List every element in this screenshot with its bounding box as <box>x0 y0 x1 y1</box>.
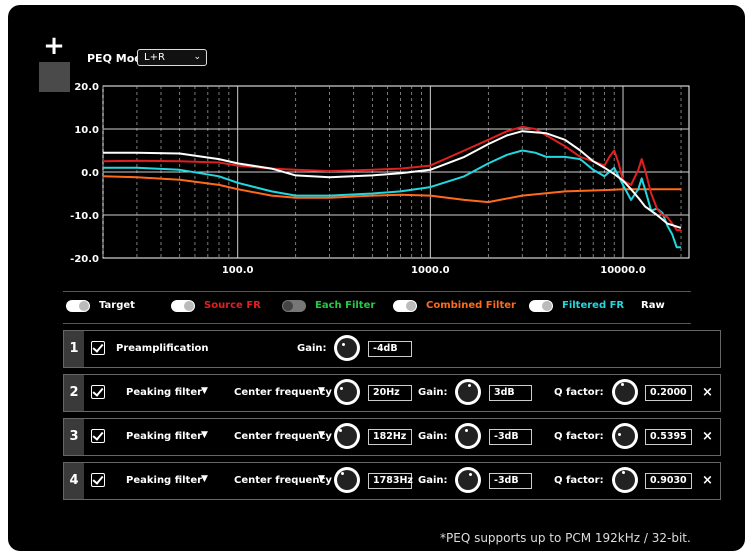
q-factor-input[interactable]: 0.9030 <box>645 473 692 489</box>
x-tick-label: 1000.0 <box>411 265 450 276</box>
series-filtered-fr <box>103 149 681 249</box>
legend-toggle[interactable] <box>282 300 306 312</box>
preset-slot[interactable] <box>39 62 70 92</box>
q-factor-label: Q factor: <box>554 475 604 486</box>
close-icon[interactable]: × <box>702 429 713 444</box>
y-tick-label: -10.0 <box>70 211 99 222</box>
chevron-down-icon[interactable]: ▼ <box>318 430 325 440</box>
close-icon[interactable]: × <box>702 385 713 400</box>
add-button[interactable]: + <box>43 31 65 61</box>
preamp-checkbox[interactable] <box>91 341 105 355</box>
frequency-knob[interactable] <box>334 467 360 493</box>
filter-row: 4 Peaking filter ▼ Center frequency ▼ 1783Hz G… <box>63 462 721 500</box>
center-frequency-label[interactable]: Center frequency <box>234 387 332 398</box>
filter-type-select[interactable]: Peaking filter <box>126 387 203 398</box>
q-factor-knob[interactable] <box>612 467 638 493</box>
y-tick-label: -20.0 <box>70 254 99 265</box>
gain-label: Gain: <box>418 387 448 398</box>
frequency-input[interactable]: 1783Hz <box>368 473 413 489</box>
center-frequency-label[interactable]: Center frequency <box>234 475 332 486</box>
close-icon[interactable]: × <box>702 473 713 488</box>
legend-label: Source FR <box>204 300 261 311</box>
y-tick-label: 20.0 <box>74 82 99 93</box>
series-combined-filter <box>102 175 681 204</box>
legend-toggle[interactable] <box>171 300 195 312</box>
filter-row: 2 Peaking filter ▼ Center frequency ▼ 20Hz Gai… <box>63 374 721 412</box>
gain-label: Gain: <box>418 475 448 486</box>
filter-type-select[interactable]: Peaking filter <box>126 475 203 486</box>
gain-knob[interactable] <box>334 335 360 361</box>
gain-knob[interactable] <box>455 467 481 493</box>
preamp-row: 1 Preamplification Gain: -4dB <box>63 330 721 368</box>
filter-enable-checkbox[interactable] <box>91 429 105 443</box>
legend-toggle[interactable] <box>529 300 553 312</box>
filter-type-select[interactable]: Peaking filter <box>126 431 203 442</box>
legend-label: Combined Filter <box>426 300 516 311</box>
gain-label: Gain: <box>418 431 448 442</box>
frequency-knob[interactable] <box>334 423 360 449</box>
q-factor-input[interactable]: 0.2000 <box>645 385 692 401</box>
gain-input[interactable]: -3dB <box>489 429 532 445</box>
gain-input[interactable]: -4dB <box>368 341 412 357</box>
chevron-down-icon[interactable]: ▼ <box>201 386 208 396</box>
legend-label: Raw <box>641 300 665 311</box>
peq-mode-select[interactable]: L+R ⌄ <box>137 49 207 66</box>
y-tick-label: 10.0 <box>74 125 99 136</box>
series-source-fr <box>102 125 681 232</box>
legend-toggle[interactable] <box>66 300 90 312</box>
filter-enable-checkbox[interactable] <box>91 473 105 487</box>
x-tick-label: 10000.0 <box>600 265 646 276</box>
gain-label: Gain: <box>297 343 327 354</box>
y-tick-labels: 20.0 10.0 0.0 -10.0 -20.0 <box>70 82 99 265</box>
row-number: 1 <box>64 331 84 367</box>
gain-knob[interactable] <box>455 423 481 449</box>
chevron-down-icon[interactable]: ▼ <box>201 474 208 484</box>
legend-label: Each Filter <box>315 300 376 311</box>
q-factor-input[interactable]: 0.5395 <box>645 429 692 445</box>
chevron-down-icon[interactable]: ▼ <box>318 386 325 396</box>
gain-input[interactable]: 3dB <box>489 385 532 401</box>
y-tick-label: 0.0 <box>81 168 99 179</box>
frequency-response-chart: 20.0 10.0 0.0 -10.0 -20.0 100.0 1000.0 10000.0 <box>70 82 690 276</box>
x-tick-labels: 100.0 1000.0 10000.0 <box>222 265 646 276</box>
series-layer <box>102 125 682 249</box>
footnote: *PEQ supports up to PCM 192kHz / 32-bit. <box>440 531 691 545</box>
divider <box>63 323 691 324</box>
legend-toggle[interactable] <box>393 300 417 312</box>
q-factor-knob[interactable] <box>612 379 638 405</box>
chevron-down-icon: ⌄ <box>193 52 201 62</box>
filter-enable-checkbox[interactable] <box>91 385 105 399</box>
frequency-input[interactable]: 182Hz <box>368 429 412 445</box>
chevron-down-icon[interactable]: ▼ <box>201 430 208 440</box>
grid-major <box>103 86 689 258</box>
x-tick-label: 100.0 <box>222 265 254 276</box>
gain-input[interactable]: -3dB <box>489 473 532 489</box>
chevron-down-icon[interactable]: ▼ <box>318 474 325 484</box>
row-number: 3 <box>64 419 84 455</box>
series-target <box>103 130 682 229</box>
filter-row: 3 Peaking filter ▼ Center frequency ▼ 182Hz Ga… <box>63 418 721 456</box>
q-factor-knob[interactable] <box>612 423 638 449</box>
gain-knob[interactable] <box>455 379 481 405</box>
legend-label: Filtered FR <box>562 300 625 311</box>
q-factor-label: Q factor: <box>554 431 604 442</box>
row-number: 4 <box>64 463 84 499</box>
frequency-knob[interactable] <box>334 379 360 405</box>
frequency-input[interactable]: 20Hz <box>368 385 412 401</box>
row-number: 2 <box>64 375 84 411</box>
center-frequency-label[interactable]: Center frequency <box>234 431 332 442</box>
legend-label: Target <box>99 300 135 311</box>
peq-mode-value: L+R <box>144 52 165 63</box>
q-factor-label: Q factor: <box>554 387 604 398</box>
divider <box>63 291 691 292</box>
peq-panel: + PEQ Mode: L+R ⌄ 20.0 10.0 0.0 -10.0 -20.0 … <box>8 5 745 551</box>
preamp-label: Preamplification <box>116 343 209 354</box>
